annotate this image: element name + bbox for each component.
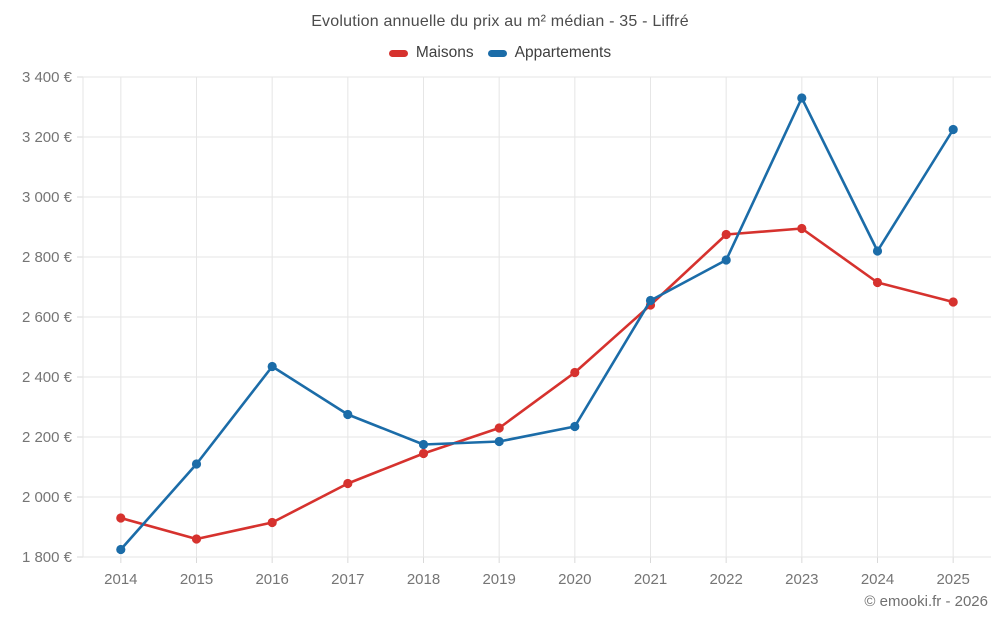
data-point-appartements-2015[interactable]	[191, 459, 202, 469]
x-axis-label: 2023	[785, 571, 818, 588]
data-point-appartements-2025[interactable]	[948, 124, 958, 135]
x-axis-label: 2022	[709, 571, 742, 588]
data-point-maisons-2017[interactable]	[343, 478, 353, 489]
maisons-series-swatch	[388, 49, 408, 57]
x-axis-label: 2014	[104, 571, 137, 588]
data-point-maisons-2019[interactable]	[494, 423, 504, 433]
y-axis-label: 3 000 €	[22, 189, 73, 206]
y-axis-label: 2 000 €	[22, 489, 73, 506]
data-point-appartements-2020[interactable]	[570, 421, 580, 432]
x-axis-label: 2018	[407, 571, 440, 588]
y-axis-label: 2 400 €	[22, 369, 73, 386]
data-point-maisons-2020[interactable]	[570, 367, 580, 378]
legend-item-maisons[interactable]: Maisons	[388, 44, 474, 62]
x-axis-label: 2019	[482, 571, 515, 588]
data-point-appartements-2014[interactable]	[116, 544, 126, 555]
data-point-maisons-2022[interactable]	[721, 229, 731, 240]
data-point-appartements-2022[interactable]	[721, 255, 731, 265]
y-axis-label: 1 800 €	[22, 549, 73, 566]
data-point-maisons-2025[interactable]	[948, 297, 958, 307]
data-point-appartements-2019[interactable]	[494, 436, 504, 447]
legend-item-appartements[interactable]: Appartements	[487, 44, 612, 62]
x-axis-label: 2017	[331, 571, 364, 588]
y-axis-label: 2 600 €	[22, 309, 73, 326]
chart-legend: Maisons Appartements	[0, 44, 1000, 62]
copyright-footer: © emooki.fr - 2026	[864, 593, 988, 610]
y-axis-label: 3 200 €	[22, 129, 73, 146]
x-axis-label: 2016	[255, 571, 288, 588]
data-point-maisons-2015[interactable]	[191, 534, 202, 544]
appartements-series-swatch	[487, 49, 507, 57]
x-axis-label: 2020	[558, 571, 591, 588]
y-axis-label: 2 200 €	[22, 429, 73, 446]
legend-label-maisons: Maisons	[415, 44, 474, 61]
data-point-appartements-2017[interactable]	[343, 409, 353, 420]
data-point-appartements-2016[interactable]	[267, 361, 277, 372]
data-point-maisons-2023[interactable]	[797, 223, 807, 234]
y-axis-label: 3 400 €	[22, 69, 73, 86]
data-point-maisons-2016[interactable]	[267, 517, 277, 528]
data-point-appartements-2023[interactable]	[797, 93, 807, 103]
x-axis-label: 2024	[861, 571, 894, 588]
data-point-appartements-2024[interactable]	[872, 246, 883, 256]
x-axis-label: 2025	[936, 571, 969, 588]
data-point-maisons-2018[interactable]	[418, 448, 429, 459]
x-axis-label: 2021	[634, 571, 667, 588]
series-line-maisons	[119, 227, 955, 541]
x-axis-label: 2015	[180, 571, 213, 588]
data-point-maisons-2024[interactable]	[872, 277, 883, 288]
series-line-appartements	[119, 96, 955, 551]
legend-label-appartements: Appartements	[514, 44, 612, 61]
data-point-appartements-2018[interactable]	[418, 439, 429, 450]
y-axis-label: 2 800 €	[22, 249, 73, 266]
chart-title: Evolution annuelle du prix au m² médian …	[311, 13, 689, 30]
data-point-appartements-2021[interactable]	[645, 295, 656, 306]
data-point-maisons-2014[interactable]	[116, 513, 126, 523]
